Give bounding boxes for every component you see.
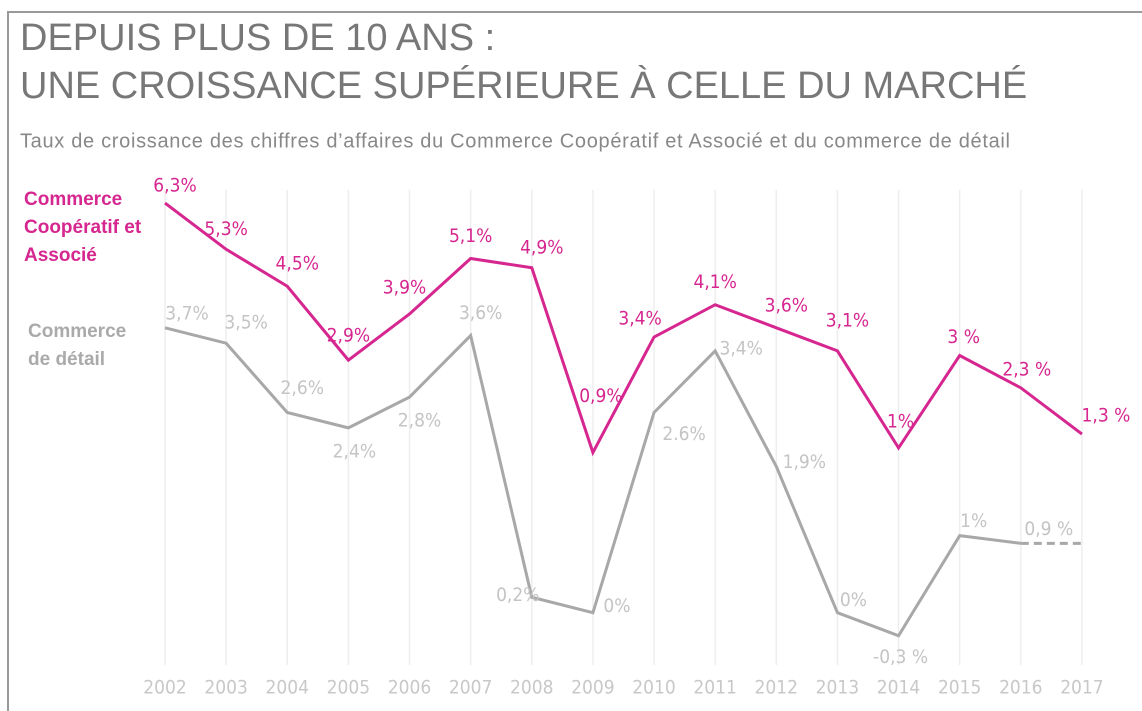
data-label: 1% bbox=[960, 510, 987, 532]
data-label: 3,6% bbox=[765, 294, 808, 316]
x-tick-label: 2012 bbox=[755, 677, 799, 699]
x-tick-label: 2003 bbox=[204, 677, 248, 699]
data-label: 4,9% bbox=[520, 236, 563, 258]
x-tick-label: 2010 bbox=[632, 677, 676, 699]
data-label: 1,9% bbox=[783, 451, 826, 473]
data-label: 2,6% bbox=[281, 377, 324, 399]
data-label: 3,4% bbox=[618, 308, 661, 330]
x-tick-label: 2008 bbox=[510, 677, 554, 699]
series-line bbox=[164, 326, 1022, 638]
x-tick-label: 2005 bbox=[327, 677, 371, 699]
x-tick-label: 2015 bbox=[938, 677, 982, 699]
x-tick-label: 2006 bbox=[388, 677, 432, 699]
data-label: 2.6% bbox=[662, 423, 705, 445]
data-label: 6,3% bbox=[153, 175, 196, 197]
data-label: 1% bbox=[887, 410, 914, 432]
data-label: 1,3 % bbox=[1082, 405, 1131, 427]
data-label: 2,4% bbox=[333, 440, 376, 462]
data-label: 3,1% bbox=[826, 309, 869, 331]
data-label: -0,3 % bbox=[873, 646, 928, 668]
x-tick-label: 2002 bbox=[143, 677, 187, 699]
data-label: 3,6% bbox=[459, 302, 502, 324]
x-tick-label: 2007 bbox=[449, 677, 493, 699]
data-label: 0,9% bbox=[579, 385, 622, 407]
data-label: 3 % bbox=[947, 326, 980, 348]
x-tick-label: 2016 bbox=[999, 677, 1043, 699]
data-label: 3,4% bbox=[719, 337, 762, 359]
x-tick-label: 2014 bbox=[877, 677, 921, 699]
data-label: 2,3 % bbox=[1002, 358, 1051, 380]
chart-title: UNE CROISSANCE SUPÉRIEURE À CELLE DU MAR… bbox=[20, 64, 1027, 107]
data-label: 0,2% bbox=[496, 584, 539, 606]
data-label: 3,5% bbox=[224, 312, 267, 334]
data-label: 5,3% bbox=[204, 218, 247, 240]
data-label: 3,9% bbox=[383, 276, 426, 298]
data-label: 2,9% bbox=[327, 325, 370, 347]
legend-entry: Commerce de détail bbox=[28, 321, 127, 370]
data-label: 3,7% bbox=[165, 302, 208, 324]
data-label: 0,9 % bbox=[1024, 518, 1073, 540]
data-label: 2,8% bbox=[398, 410, 441, 432]
chart-title: DEPUIS PLUS DE 10 ANS : bbox=[20, 17, 495, 59]
data-label: 4,1% bbox=[693, 271, 736, 293]
frame bbox=[7, 11, 1142, 711]
x-tick-label: 2011 bbox=[693, 677, 737, 699]
x-tick-label: 2009 bbox=[571, 677, 615, 699]
legend-entry: Commerce Coopératif et Associé bbox=[24, 189, 142, 266]
x-tick-label: 2013 bbox=[816, 677, 860, 699]
chart-subtitle: Taux de croissance des chiffres d’affair… bbox=[20, 130, 1010, 152]
series-line bbox=[164, 201, 1083, 457]
data-label: 0% bbox=[840, 589, 867, 611]
data-label: 5,1% bbox=[449, 225, 492, 247]
x-tick-label: 2004 bbox=[266, 677, 310, 699]
data-label: 0% bbox=[603, 595, 630, 617]
x-tick-label: 2017 bbox=[1060, 677, 1104, 699]
data-label: 4,5% bbox=[276, 253, 319, 275]
